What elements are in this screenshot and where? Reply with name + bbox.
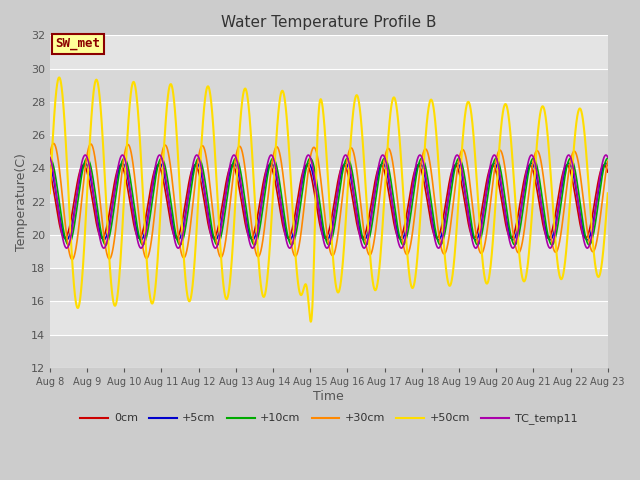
Bar	[50, 36, 608, 69]
Bar	[50, 268, 608, 301]
Y-axis label: Temperature(C): Temperature(C)	[15, 153, 28, 251]
X-axis label: Time: Time	[314, 390, 344, 403]
Title: Water Temperature Profile B: Water Temperature Profile B	[221, 15, 436, 30]
Bar	[50, 301, 608, 335]
Bar	[50, 168, 608, 202]
Bar	[50, 69, 608, 102]
Bar	[50, 235, 608, 268]
Bar	[50, 102, 608, 135]
Bar	[50, 202, 608, 235]
Bar	[50, 135, 608, 168]
Legend: 0cm, +5cm, +10cm, +30cm, +50cm, TC_temp11: 0cm, +5cm, +10cm, +30cm, +50cm, TC_temp1…	[76, 409, 582, 429]
Bar	[50, 335, 608, 368]
Text: SW_met: SW_met	[56, 37, 100, 50]
